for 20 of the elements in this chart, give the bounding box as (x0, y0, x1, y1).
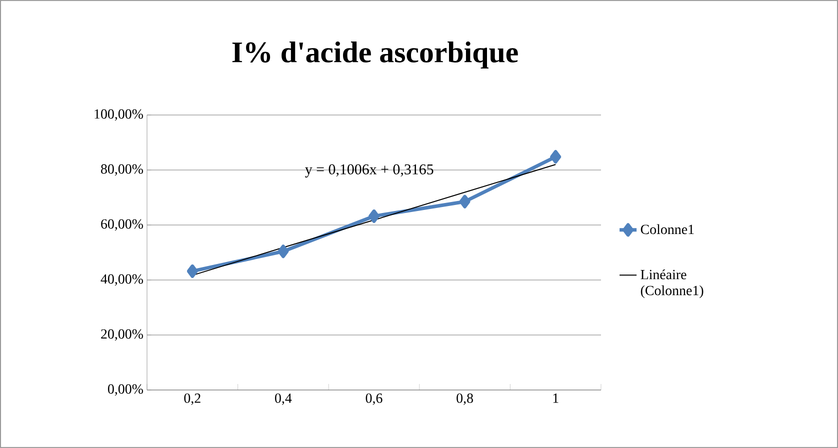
y-tick-label: 20,00% (101, 329, 144, 341)
y-tick-label: 40,00% (100, 274, 144, 286)
point (278, 244, 289, 258)
x-tick-label: 1 (553, 393, 558, 403)
x-tick-label: 0,6 (366, 394, 382, 405)
point (186, 264, 198, 278)
y-tick-label: 0,00% (108, 384, 144, 396)
legend-label: Linéaire (Colonne1) (640, 269, 704, 298)
chart-title: I% d'acide ascorbique (232, 41, 518, 69)
x-tick-label: 0,8 (456, 394, 473, 405)
x-tick-label: 0,4 (275, 394, 292, 405)
annotation: y = 0,1006x + 0,3165 (305, 164, 434, 178)
x-tick-label: 0,2 (184, 394, 200, 405)
y-tick-label: 100,00% (94, 109, 144, 121)
point (368, 209, 380, 223)
point (550, 150, 562, 164)
y-tick-label: 60,00% (101, 219, 144, 231)
y-tick-label: 80,00% (101, 164, 144, 176)
legend-label: Colonne1 (640, 224, 694, 234)
point (459, 194, 470, 208)
